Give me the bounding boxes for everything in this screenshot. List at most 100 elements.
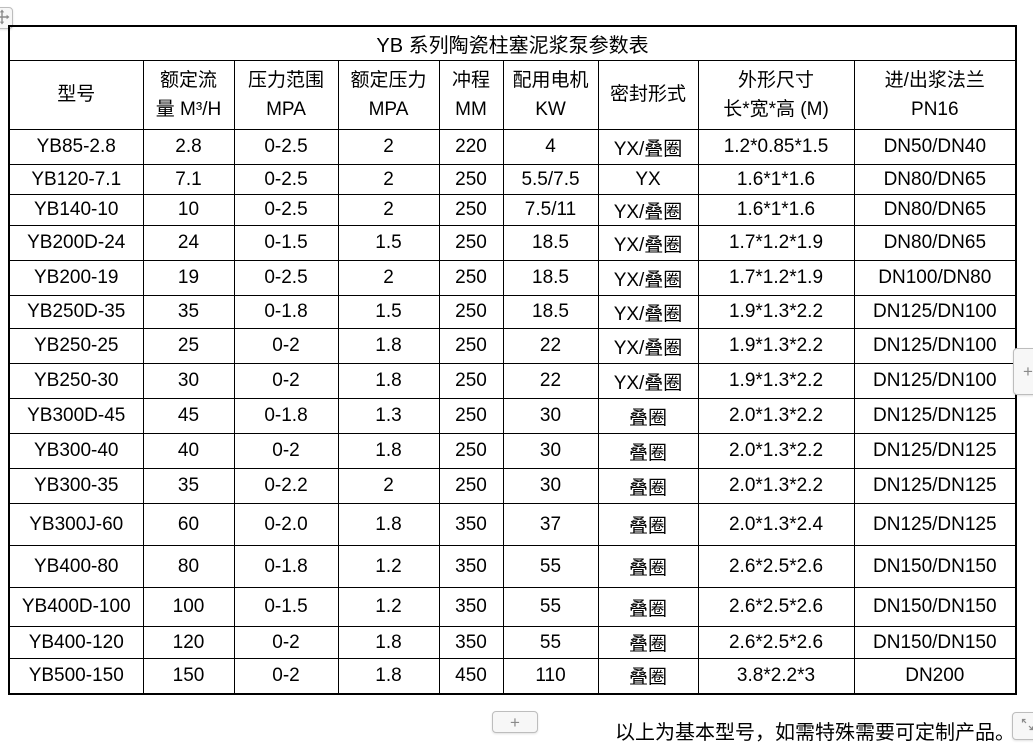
table-cell[interactable]: 350 xyxy=(438,503,504,546)
column-header-flange[interactable]: 进/出浆法兰 PN16 xyxy=(853,60,1017,130)
table-title[interactable]: YB 系列陶瓷柱塞泥浆泵参数表 xyxy=(8,25,1017,61)
table-cell[interactable]: YB300D-45 xyxy=(8,398,144,434)
table-cell[interactable]: 250 xyxy=(438,363,504,399)
table-cell[interactable]: 0-2 xyxy=(233,658,339,694)
table-cell[interactable]: 0-2.5 xyxy=(233,129,339,165)
table-cell[interactable]: 叠圈 xyxy=(597,658,699,694)
table-cell[interactable]: 2.0*1.3*2.4 xyxy=(697,503,855,546)
table-cell[interactable]: 2.8 xyxy=(142,129,235,165)
table-cell[interactable]: DN125/DN100 xyxy=(853,295,1017,329)
table-cell[interactable]: YX/叠圈 xyxy=(597,328,699,364)
table-cell[interactable]: DN80/DN65 xyxy=(853,225,1017,261)
table-cell[interactable]: YB200-19 xyxy=(8,260,144,296)
table-cell[interactable]: 叠圈 xyxy=(597,503,699,546)
table-cell[interactable]: 22 xyxy=(502,363,599,399)
table-cell[interactable]: DN125/DN125 xyxy=(853,468,1017,504)
table-cell[interactable]: 18.5 xyxy=(502,225,599,261)
column-header-dimensions[interactable]: 外形尺寸 长*宽*高 (M) xyxy=(697,60,855,130)
table-cell[interactable]: 1.5 xyxy=(337,295,440,329)
table-cell[interactable]: 0-2.5 xyxy=(233,260,339,296)
table-cell[interactable]: DN125/DN125 xyxy=(853,433,1017,469)
table-cell[interactable]: 250 xyxy=(438,433,504,469)
table-cell[interactable]: YB250D-35 xyxy=(8,295,144,329)
table-cell[interactable]: 4 xyxy=(502,129,599,165)
table-cell[interactable]: YB250-25 xyxy=(8,328,144,364)
table-cell[interactable]: 25 xyxy=(142,328,235,364)
table-cell[interactable]: 30 xyxy=(502,398,599,434)
table-cell[interactable]: YB300J-60 xyxy=(8,503,144,546)
table-cell[interactable]: 2 xyxy=(337,468,440,504)
table-cell[interactable]: 1.7*1.2*1.9 xyxy=(697,260,855,296)
table-cell[interactable]: YB85-2.8 xyxy=(8,129,144,165)
table-cell[interactable]: DN80/DN65 xyxy=(853,194,1017,226)
table-cell[interactable]: YB400-80 xyxy=(8,545,144,588)
table-cell[interactable]: YB400-120 xyxy=(8,626,144,659)
table-cell[interactable]: 250 xyxy=(438,328,504,364)
table-cell[interactable]: 0-1.8 xyxy=(233,545,339,588)
table-cell[interactable]: 3.8*2.2*3 xyxy=(697,658,855,694)
table-cell[interactable]: 250 xyxy=(438,398,504,434)
table-cell[interactable]: 350 xyxy=(438,587,504,627)
table-cell[interactable]: YB300-35 xyxy=(8,468,144,504)
table-move-handle[interactable] xyxy=(0,7,13,29)
table-cell[interactable]: YB300-40 xyxy=(8,433,144,469)
table-cell[interactable]: 35 xyxy=(142,468,235,504)
table-cell[interactable]: 0-2 xyxy=(233,626,339,659)
table-cell[interactable]: YB500-150 xyxy=(8,658,144,694)
table-cell[interactable]: YX xyxy=(597,164,699,195)
table-cell[interactable]: 250 xyxy=(438,225,504,261)
table-cell[interactable]: DN200 xyxy=(853,658,1017,694)
column-header-rated-pressure[interactable]: 额定压力 MPA xyxy=(337,60,440,130)
table-cell[interactable]: 120 xyxy=(142,626,235,659)
table-cell[interactable]: DN125/DN100 xyxy=(853,328,1017,364)
table-cell[interactable]: 1.9*1.3*2.2 xyxy=(697,328,855,364)
table-cell[interactable]: YB250-30 xyxy=(8,363,144,399)
table-cell[interactable]: 350 xyxy=(438,545,504,588)
table-cell[interactable]: 叠圈 xyxy=(597,468,699,504)
table-cell[interactable]: 1.3 xyxy=(337,398,440,434)
table-cell[interactable]: 1.8 xyxy=(337,433,440,469)
table-cell[interactable]: 1.8 xyxy=(337,503,440,546)
table-cell[interactable]: 1.8 xyxy=(337,363,440,399)
table-cell[interactable]: 5.5/7.5 xyxy=(502,164,599,195)
table-cell[interactable]: YB120-7.1 xyxy=(8,164,144,195)
table-cell[interactable]: 40 xyxy=(142,433,235,469)
table-cell[interactable]: 24 xyxy=(142,225,235,261)
table-cell[interactable]: YB400D-100 xyxy=(8,587,144,627)
table-cell[interactable]: 2 xyxy=(337,260,440,296)
table-cell[interactable]: 30 xyxy=(502,468,599,504)
table-cell[interactable]: 2.6*2.5*2.6 xyxy=(697,587,855,627)
table-cell[interactable]: 19 xyxy=(142,260,235,296)
table-cell[interactable]: 35 xyxy=(142,295,235,329)
table-cell[interactable]: 0-2.2 xyxy=(233,468,339,504)
table-cell[interactable]: 叠圈 xyxy=(597,433,699,469)
table-cell[interactable]: 1.6*1*1.6 xyxy=(697,164,855,195)
column-header-stroke[interactable]: 冲程 MM xyxy=(438,60,504,130)
table-cell[interactable]: 55 xyxy=(502,587,599,627)
table-cell[interactable]: DN50/DN40 xyxy=(853,129,1017,165)
table-cell[interactable]: 37 xyxy=(502,503,599,546)
table-cell[interactable]: 2.0*1.3*2.2 xyxy=(697,468,855,504)
table-cell[interactable]: 7.1 xyxy=(142,164,235,195)
table-cell[interactable]: 2.0*1.3*2.2 xyxy=(697,398,855,434)
table-cell[interactable]: 250 xyxy=(438,164,504,195)
table-cell[interactable]: 0-1.8 xyxy=(233,295,339,329)
table-cell[interactable]: 2 xyxy=(337,164,440,195)
table-cell[interactable]: 45 xyxy=(142,398,235,434)
table-cell[interactable]: 55 xyxy=(502,626,599,659)
table-cell[interactable]: DN150/DN150 xyxy=(853,545,1017,588)
table-cell[interactable]: DN150/DN150 xyxy=(853,587,1017,627)
table-cell[interactable]: 220 xyxy=(438,129,504,165)
table-cell[interactable]: 1.2 xyxy=(337,545,440,588)
table-cell[interactable]: 0-2 xyxy=(233,433,339,469)
table-cell[interactable]: YX/叠圈 xyxy=(597,194,699,226)
column-header-rated-flow[interactable]: 额定流 量 M³/H xyxy=(142,60,235,130)
table-cell[interactable]: 0-2.0 xyxy=(233,503,339,546)
table-cell[interactable]: 1.7*1.2*1.9 xyxy=(697,225,855,261)
table-cell[interactable]: 2.0*1.3*2.2 xyxy=(697,433,855,469)
table-cell[interactable]: 1.6*1*1.6 xyxy=(697,194,855,226)
table-cell[interactable]: DN125/DN125 xyxy=(853,398,1017,434)
table-cell[interactable]: YX/叠圈 xyxy=(597,225,699,261)
table-cell[interactable]: 250 xyxy=(438,468,504,504)
table-cell[interactable]: YB200D-24 xyxy=(8,225,144,261)
